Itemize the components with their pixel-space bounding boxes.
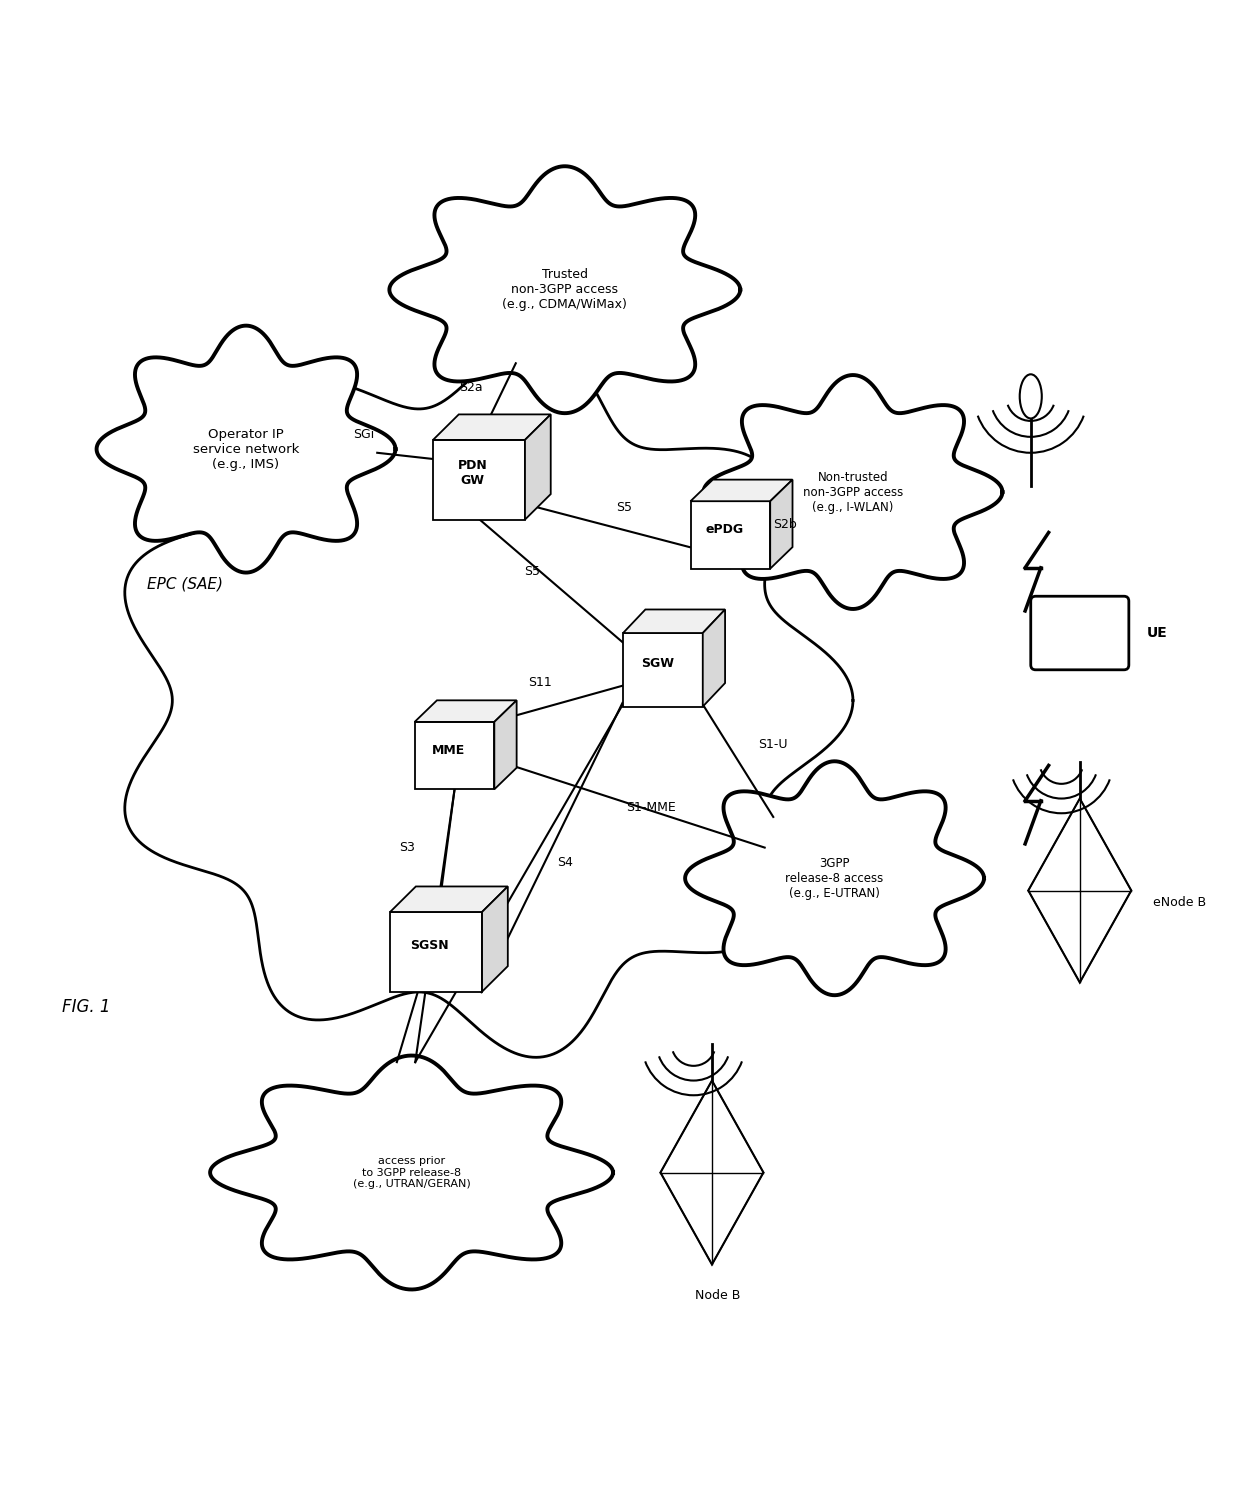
Text: FIG. 1: FIG. 1	[62, 998, 110, 1016]
Text: S11: S11	[528, 676, 552, 690]
Text: access prior
to 3GPP release-8
(e.g., UTRAN/GERAN): access prior to 3GPP release-8 (e.g., UT…	[352, 1156, 470, 1189]
Text: 3GPP
release-8 access
(e.g., E-UTRAN): 3GPP release-8 access (e.g., E-UTRAN)	[785, 857, 884, 899]
Polygon shape	[703, 610, 725, 706]
Polygon shape	[1028, 799, 1131, 982]
Text: Node B: Node B	[696, 1289, 740, 1303]
Polygon shape	[391, 886, 508, 911]
Polygon shape	[622, 633, 703, 706]
Text: S5: S5	[616, 501, 631, 514]
Text: S2b: S2b	[774, 519, 797, 531]
Polygon shape	[414, 723, 495, 790]
Text: MME: MME	[433, 744, 465, 757]
Polygon shape	[703, 375, 1002, 609]
Text: UE: UE	[1147, 627, 1168, 640]
Text: SGSN: SGSN	[410, 938, 449, 952]
Text: PDN
GW: PDN GW	[458, 459, 487, 487]
Polygon shape	[97, 325, 396, 573]
Text: SGW: SGW	[641, 658, 673, 670]
Text: EPC (SAE): EPC (SAE)	[146, 577, 223, 592]
Text: S3: S3	[399, 841, 415, 854]
Text: S4: S4	[558, 856, 573, 869]
Polygon shape	[661, 1081, 764, 1265]
Text: S1-MME: S1-MME	[626, 802, 676, 814]
Polygon shape	[391, 911, 482, 992]
Text: Operator IP
service network
(e.g., IMS): Operator IP service network (e.g., IMS)	[193, 427, 299, 471]
FancyBboxPatch shape	[1030, 597, 1128, 670]
Polygon shape	[433, 439, 525, 520]
Text: S1-U: S1-U	[759, 738, 789, 751]
Polygon shape	[389, 166, 740, 414]
Polygon shape	[622, 610, 725, 633]
Polygon shape	[525, 414, 551, 520]
Text: Non-trusted
non-3GPP access
(e.g., I-WLAN): Non-trusted non-3GPP access (e.g., I-WLA…	[802, 471, 903, 514]
Polygon shape	[686, 761, 985, 995]
Text: SGi: SGi	[353, 427, 374, 441]
Text: S5: S5	[525, 565, 541, 579]
Polygon shape	[770, 480, 792, 568]
Polygon shape	[691, 501, 770, 568]
Text: S2a: S2a	[459, 381, 482, 394]
Polygon shape	[482, 886, 508, 992]
Polygon shape	[210, 1055, 613, 1289]
Text: ePDG: ePDG	[706, 523, 744, 537]
Polygon shape	[691, 480, 792, 501]
Polygon shape	[433, 414, 551, 439]
Polygon shape	[414, 700, 517, 723]
Text: eNode B: eNode B	[1153, 896, 1207, 910]
Ellipse shape	[1019, 375, 1042, 418]
Text: Trusted
non-3GPP access
(e.g., CDMA/WiMax): Trusted non-3GPP access (e.g., CDMA/WiMa…	[502, 268, 627, 312]
Polygon shape	[495, 700, 517, 790]
